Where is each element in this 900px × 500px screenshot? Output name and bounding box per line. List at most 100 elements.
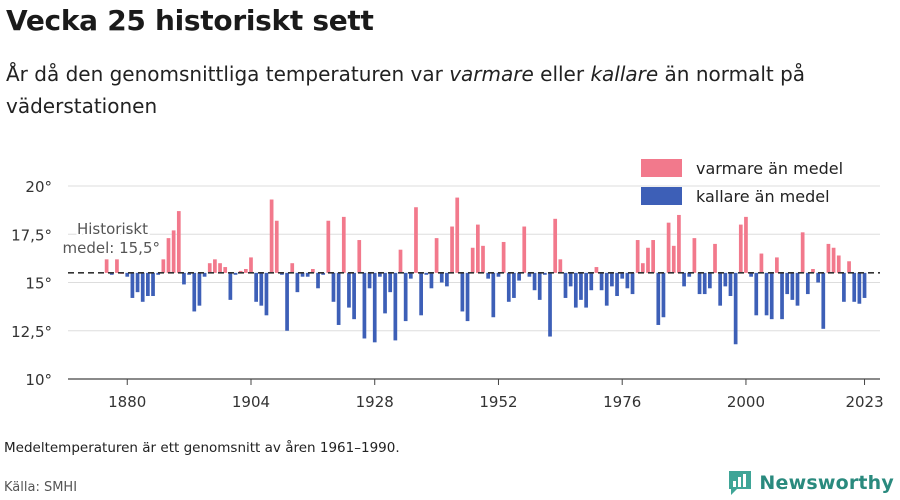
bar-colder <box>656 272 661 325</box>
bar-colder <box>610 272 614 287</box>
y-tick-label: 17,5° <box>11 226 52 244</box>
bar-warmer <box>594 267 599 273</box>
bar-colder <box>769 272 774 320</box>
bar-warmer <box>450 226 454 273</box>
bar-colder <box>563 272 568 298</box>
bar-warmer <box>481 245 485 273</box>
bar-colder <box>573 272 578 308</box>
bar-colder <box>687 272 692 277</box>
bar-warmer <box>475 224 480 273</box>
bar-colder <box>805 272 810 295</box>
y-tick-label: 12,5° <box>11 323 52 341</box>
bar-colder <box>816 272 820 283</box>
bar-colder <box>305 272 310 277</box>
bar-colder <box>151 272 155 297</box>
bar-warmer <box>414 207 418 273</box>
bar-warmer <box>290 263 295 273</box>
bar-warmer <box>249 257 253 273</box>
bar-colder <box>372 272 377 343</box>
bar-colder <box>615 272 619 297</box>
bar-warmer <box>213 259 217 273</box>
bar-warmer <box>826 243 831 273</box>
bar-colder <box>408 272 413 279</box>
bar-colder <box>733 272 738 345</box>
bar-colder <box>604 272 609 306</box>
bar-colder <box>445 272 449 287</box>
legend-label: varmare än medel <box>696 159 843 178</box>
bar-colder <box>852 272 857 302</box>
bar-warmer <box>646 247 650 273</box>
bar-colder <box>264 272 269 316</box>
baseline-label-line2: medel: 15,5° <box>63 239 160 257</box>
subtitle-text-2: eller <box>533 62 591 86</box>
brand-logo[interactable]: Newsworthy <box>727 469 894 497</box>
x-tick-label: 1952 <box>479 393 517 411</box>
bar-warmer <box>831 247 836 273</box>
bar-colder <box>780 272 784 320</box>
bar-colder <box>496 272 501 277</box>
bar-colder <box>156 272 161 275</box>
bar-colder <box>465 272 470 322</box>
bar-colder <box>749 272 753 277</box>
bar-colder <box>625 272 630 289</box>
x-tick-label: 1880 <box>108 393 146 411</box>
bar-colder <box>316 272 320 289</box>
bar-colder <box>331 272 336 302</box>
bar-colder <box>728 272 733 297</box>
baseline-label-line1: Historiskt <box>77 220 148 238</box>
bar-warmer <box>326 220 331 273</box>
newsworthy-logo-icon <box>729 471 752 495</box>
bar-warmer <box>104 259 109 273</box>
bar-warmer <box>738 224 743 273</box>
bar-colder <box>842 272 846 302</box>
bar-colder <box>125 272 130 277</box>
bar-colder <box>321 272 326 275</box>
bar-colder <box>403 272 408 322</box>
bar-warmer <box>666 222 671 273</box>
bar-colder <box>568 272 573 287</box>
bar-colder <box>790 272 795 300</box>
subtitle-warm-word: varmare <box>449 62 534 86</box>
subtitle-cold-word: kallare <box>590 62 659 86</box>
bar-colder <box>517 272 521 281</box>
bar-colder <box>697 272 702 295</box>
bar-colder <box>795 272 800 306</box>
bar-colder <box>254 272 258 302</box>
bar-colder <box>336 272 341 325</box>
bar-colder <box>388 272 393 293</box>
footnote: Medeltemperaturen är ett genomsnitt av å… <box>4 440 400 456</box>
bar-colder <box>285 272 289 331</box>
bar-colder <box>723 272 728 287</box>
bar-colder <box>599 272 604 291</box>
bar-colder <box>187 272 191 275</box>
x-tick-label: 1976 <box>603 393 641 411</box>
bar-colder <box>233 272 238 275</box>
bar-colder <box>537 272 542 300</box>
subtitle-text-3: än normalt på väderstationen <box>6 62 806 118</box>
y-tick-label: 15° <box>25 275 52 293</box>
bar-warmer <box>692 238 697 273</box>
bar-warmer <box>501 241 506 273</box>
bar-colder <box>378 272 382 277</box>
bar-colder <box>439 272 444 283</box>
bar-warmer <box>161 259 166 273</box>
bar-colder <box>764 272 769 316</box>
subtitle-text-1: År då den genomsnittliga temperaturen va… <box>6 62 450 86</box>
bar-warmer <box>274 220 279 273</box>
bar-colder <box>579 272 583 300</box>
legend-label: kallare än medel <box>696 187 830 206</box>
bar-colder <box>419 272 423 316</box>
bar-warmer <box>671 245 676 273</box>
bar-colder <box>702 272 707 295</box>
y-tick-label: 10° <box>25 371 52 389</box>
bar-colder <box>393 272 398 341</box>
bar-warmer <box>800 232 805 273</box>
bar-colder <box>527 272 532 277</box>
bar-warmer <box>218 263 222 273</box>
x-tick-label: 1928 <box>356 393 394 411</box>
bar-colder <box>630 272 635 295</box>
bar-warmer <box>744 216 748 273</box>
bar-warmer <box>357 240 362 273</box>
x-tick-label: 1904 <box>232 393 270 411</box>
bar-colder <box>620 272 625 279</box>
